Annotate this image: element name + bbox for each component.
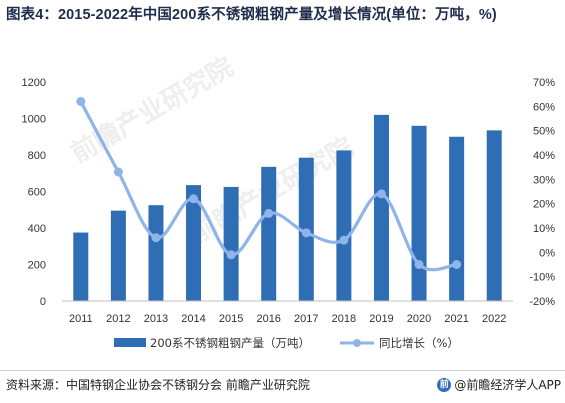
- bar-series: [73, 114, 502, 301]
- legend-bar-swatch: [114, 338, 146, 347]
- x-tick-label: 2021: [444, 313, 468, 325]
- brand: 前 @前瞻经济学人APP: [437, 376, 561, 393]
- y-left-tick-label: 1000: [22, 114, 46, 126]
- brand-label: @前瞻经济学人APP: [454, 378, 561, 392]
- x-tick-label: 2022: [482, 313, 506, 325]
- growth-point: [452, 260, 462, 269]
- y-right-tick-label: 20%: [533, 199, 555, 211]
- x-tick-label: 2019: [369, 313, 393, 325]
- growth-point: [376, 189, 386, 199]
- x-tick-label: 2018: [332, 313, 356, 325]
- growth-points: [76, 96, 462, 269]
- brand-logo-icon: 前: [437, 377, 452, 392]
- y-right-tick-label: 70%: [533, 77, 555, 89]
- growth-point: [414, 260, 424, 269]
- growth-point: [264, 208, 274, 218]
- growth-point: [339, 235, 349, 245]
- growth-point: [226, 250, 236, 260]
- source-note: 资料来源：中国特钢企业协会不锈钢分会 前瞻产业研究院: [6, 378, 310, 392]
- x-tick-label: 2012: [106, 313, 130, 325]
- y-right-tick-label: 0%: [539, 247, 555, 259]
- x-tick-label: 2020: [407, 313, 431, 325]
- bar: [411, 125, 427, 301]
- y-left-tick-label: 600: [28, 187, 46, 199]
- x-tick-label: 2013: [144, 313, 168, 325]
- x-axis: 2011 2012 2013 2014 2015 2016 2017 2018 2019 2020…: [69, 313, 506, 325]
- y-left-tick-label: 200: [28, 260, 46, 272]
- y-right-tick-label: -20%: [529, 296, 555, 308]
- y-right-tick-label: 10%: [533, 223, 555, 235]
- y-right-tick-label: -10%: [529, 272, 555, 284]
- growth-point: [151, 233, 161, 243]
- x-tick-label: 2011: [69, 313, 93, 325]
- chart-title: 图表4：2015-2022年中国200系不锈钢粗钢产量及增长情况(单位：万吨，%…: [6, 7, 497, 23]
- bar: [261, 166, 277, 301]
- footer-divider: [0, 370, 565, 371]
- growth-point: [76, 96, 86, 106]
- y-right-tick-label: 40%: [533, 150, 555, 162]
- bar: [148, 205, 164, 301]
- bar: [73, 232, 89, 301]
- x-tick-label: 2015: [219, 313, 243, 325]
- y-right-tick-label: 60%: [533, 101, 555, 113]
- y-left-tick-label: 400: [28, 223, 46, 235]
- y-left-tick-label: 1200: [22, 77, 46, 89]
- bar: [373, 114, 389, 301]
- bar: [110, 210, 126, 301]
- legend-bar-label: 200系不锈钢粗钢产量（万吨）: [150, 336, 310, 350]
- bar: [186, 185, 202, 301]
- growth-point: [113, 167, 123, 177]
- y-right-tick-label: 50%: [533, 126, 555, 138]
- footer: 资料来源：中国特钢企业协会不锈钢分会 前瞻产业研究院 前 @前瞻经济学人APP: [6, 376, 561, 394]
- y-axis-right: -20% -10% 0% 10% 20% 30% 40% 50% 60% 70%: [529, 77, 555, 308]
- y-axis-left: 0 200 400 600 800 1000 1200: [22, 77, 46, 308]
- bar: [223, 186, 239, 301]
- bar: [486, 130, 502, 301]
- x-tick-label: 2017: [294, 313, 318, 325]
- y-left-tick-label: 800: [28, 150, 46, 162]
- x-tick-label: 2016: [256, 313, 280, 325]
- legend: 200系不锈钢粗钢产量（万吨） 同比增长（%）: [114, 336, 459, 350]
- growth-point: [189, 194, 199, 204]
- x-tick-label: 2014: [181, 313, 205, 325]
- legend-line-label: 同比增长（%）: [379, 336, 459, 350]
- y-left-tick-label: 0: [40, 296, 46, 308]
- bar: [336, 150, 352, 301]
- y-right-tick-label: 30%: [533, 174, 555, 186]
- growth-point: [301, 228, 311, 238]
- legend-line-marker: [353, 339, 361, 347]
- bar: [449, 136, 465, 301]
